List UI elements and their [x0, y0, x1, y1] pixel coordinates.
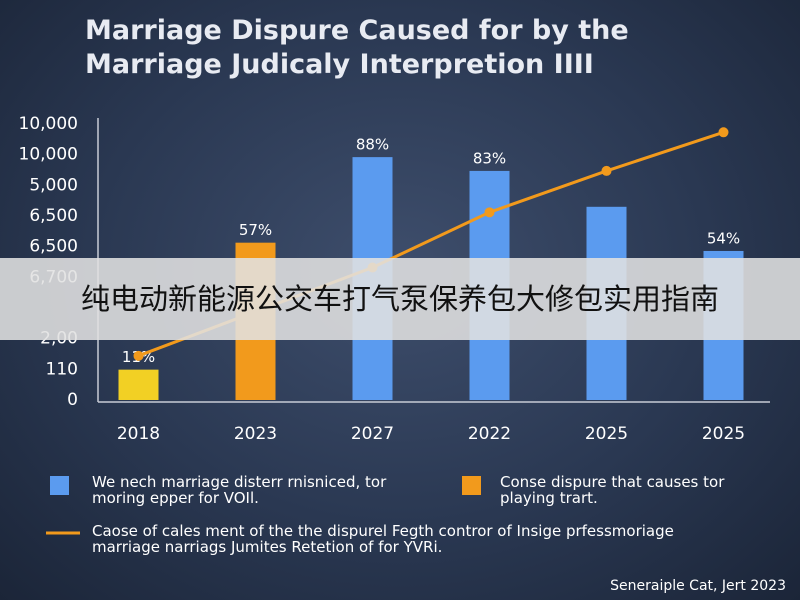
y-tick-label: 0 [67, 390, 78, 410]
line-point [484, 207, 495, 218]
y-tick-label: 10,000 [19, 145, 78, 165]
data-label: 83% [473, 149, 506, 167]
x-tick-label: 2027 [351, 424, 394, 444]
banner: 纯电动新能源公交车打气泵保养包大修包实用指南 [0, 258, 800, 340]
y-tick-label: 6,500 [29, 237, 78, 257]
legend-label: Caose of cales ment of the the dispurel … [92, 522, 674, 556]
y-tick-label: 6,500 [29, 206, 78, 226]
data-label: 88% [356, 136, 389, 154]
y-tick-label: 110 [46, 359, 78, 379]
line-point [133, 350, 144, 361]
line-point [601, 165, 612, 176]
x-tick-label: 2025 [702, 424, 745, 444]
data-label: 54% [707, 229, 740, 247]
legend-swatch [462, 476, 481, 495]
y-tick-label: 5,000 [29, 175, 78, 195]
legend-label: Conse dispure that causes tor playing tr… [500, 473, 725, 507]
legend-label: We nech marriage disterr rnisniced, tor … [92, 473, 387, 507]
data-label: 57% [239, 221, 272, 239]
legend-swatch [50, 476, 69, 495]
y-tick-label: 10,000 [19, 114, 78, 134]
legend-line [46, 531, 80, 535]
x-tick-label: 2023 [234, 424, 277, 444]
x-tick-label: 2018 [117, 424, 160, 444]
chart-title: Marriage Dispure Caused for by the Marri… [85, 15, 629, 80]
source: Seneraiple Cat, Jert 2023 [610, 578, 786, 594]
x-tick-label: 2025 [585, 424, 628, 444]
bar [118, 369, 159, 400]
x-tick-label: 2022 [468, 424, 511, 444]
line-point [718, 127, 729, 138]
